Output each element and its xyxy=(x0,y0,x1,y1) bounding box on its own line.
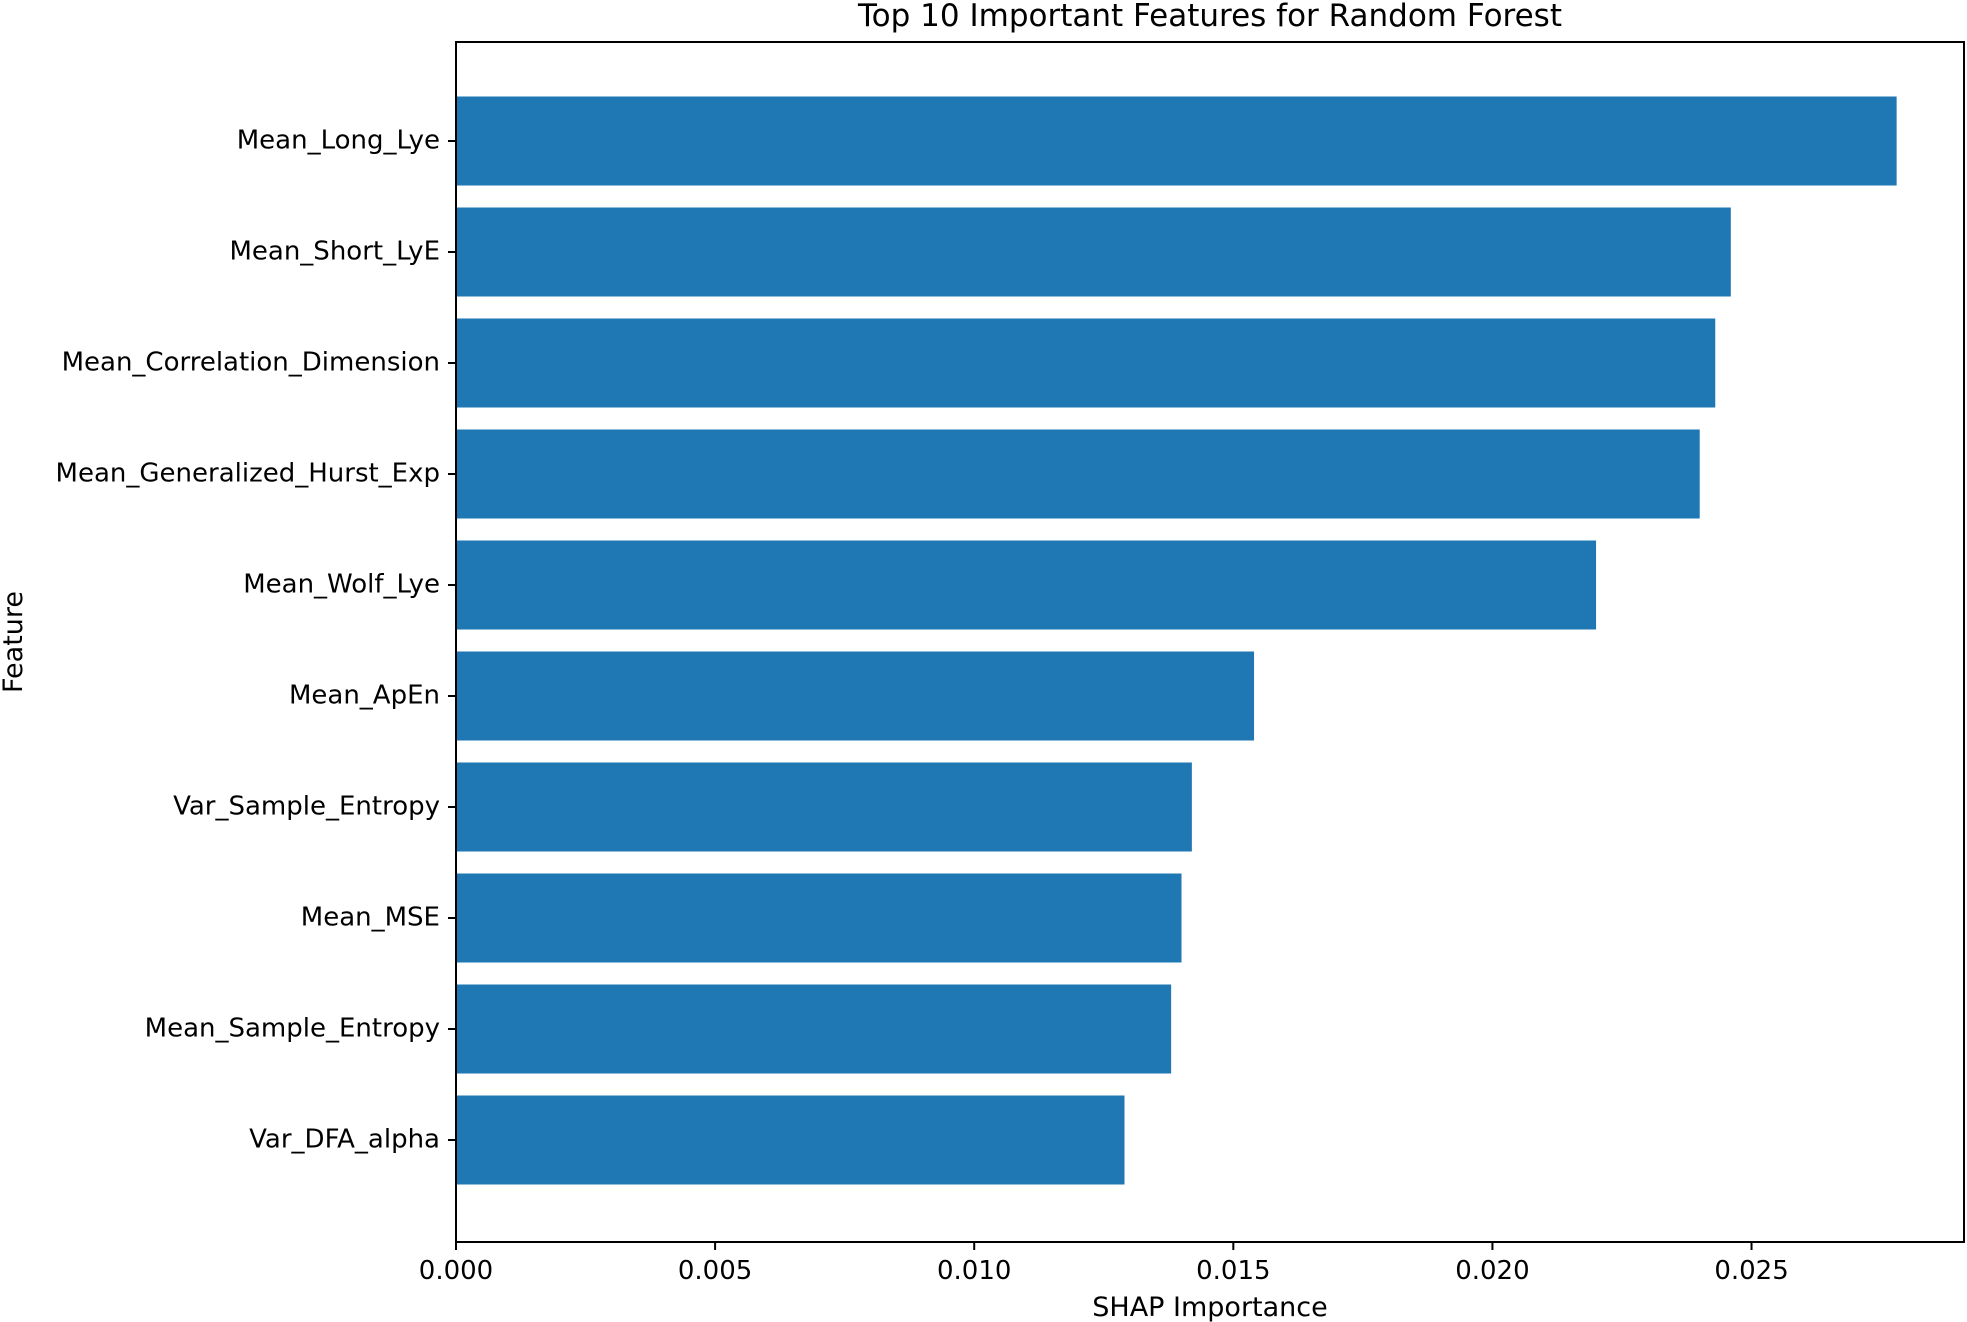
chart-title: Top 10 Important Features for Random For… xyxy=(857,0,1562,34)
y-axis-title: Feature xyxy=(0,591,29,693)
bar-mean-short-lye xyxy=(456,207,1731,297)
y-tick-label: Mean_Generalized_Hurst_Exp xyxy=(56,459,440,489)
y-tick-label: Mean_Short_LyE xyxy=(229,237,440,267)
bar-mean-apen xyxy=(456,651,1255,741)
bar-var-dfa-alpha xyxy=(456,1095,1125,1185)
bar-var-sample-entropy xyxy=(456,762,1192,852)
bar-mean-wolf-lye xyxy=(456,540,1597,630)
bar-mean-correlation-dimension xyxy=(456,318,1716,408)
bar-mean-long-lye xyxy=(456,96,1897,186)
x-tick-label: 0.025 xyxy=(1714,1256,1788,1286)
plot-frame xyxy=(455,41,1965,1243)
bar-mean-mse xyxy=(456,873,1182,963)
y-tick-label: Var_Sample_Entropy xyxy=(173,792,440,822)
x-tick-label: 0.005 xyxy=(678,1256,752,1286)
y-tick-label: Mean_Sample_Entropy xyxy=(145,1014,440,1044)
bar-mean-generalized-hurst-exp xyxy=(456,429,1700,519)
y-tick-label: Mean_Correlation_Dimension xyxy=(62,348,440,378)
x-axis-ticks: 0.000 0.005 0.010 0.015 0.020 0.025 xyxy=(419,1242,1789,1286)
x-tick-label: 0.015 xyxy=(1196,1256,1270,1286)
y-tick-label: Mean_MSE xyxy=(301,903,440,933)
bars-group xyxy=(456,96,1897,1185)
y-tick-label: Mean_Wolf_Lye xyxy=(243,570,440,600)
bar-mean-sample-entropy xyxy=(456,984,1172,1074)
x-axis-title: SHAP Importance xyxy=(1092,1292,1328,1322)
y-tick-label: Mean_ApEn xyxy=(289,681,440,711)
x-tick-label: 0.020 xyxy=(1455,1256,1529,1286)
y-axis-ticks: Mean_Long_Lye Mean_Short_LyE Mean_Correlat… xyxy=(56,126,456,1155)
x-tick-label: 0.010 xyxy=(937,1256,1011,1286)
y-tick-label: Var_DFA_alpha xyxy=(249,1125,440,1155)
y-tick-label: Mean_Long_Lye xyxy=(237,126,440,156)
x-tick-label: 0.000 xyxy=(419,1256,493,1286)
